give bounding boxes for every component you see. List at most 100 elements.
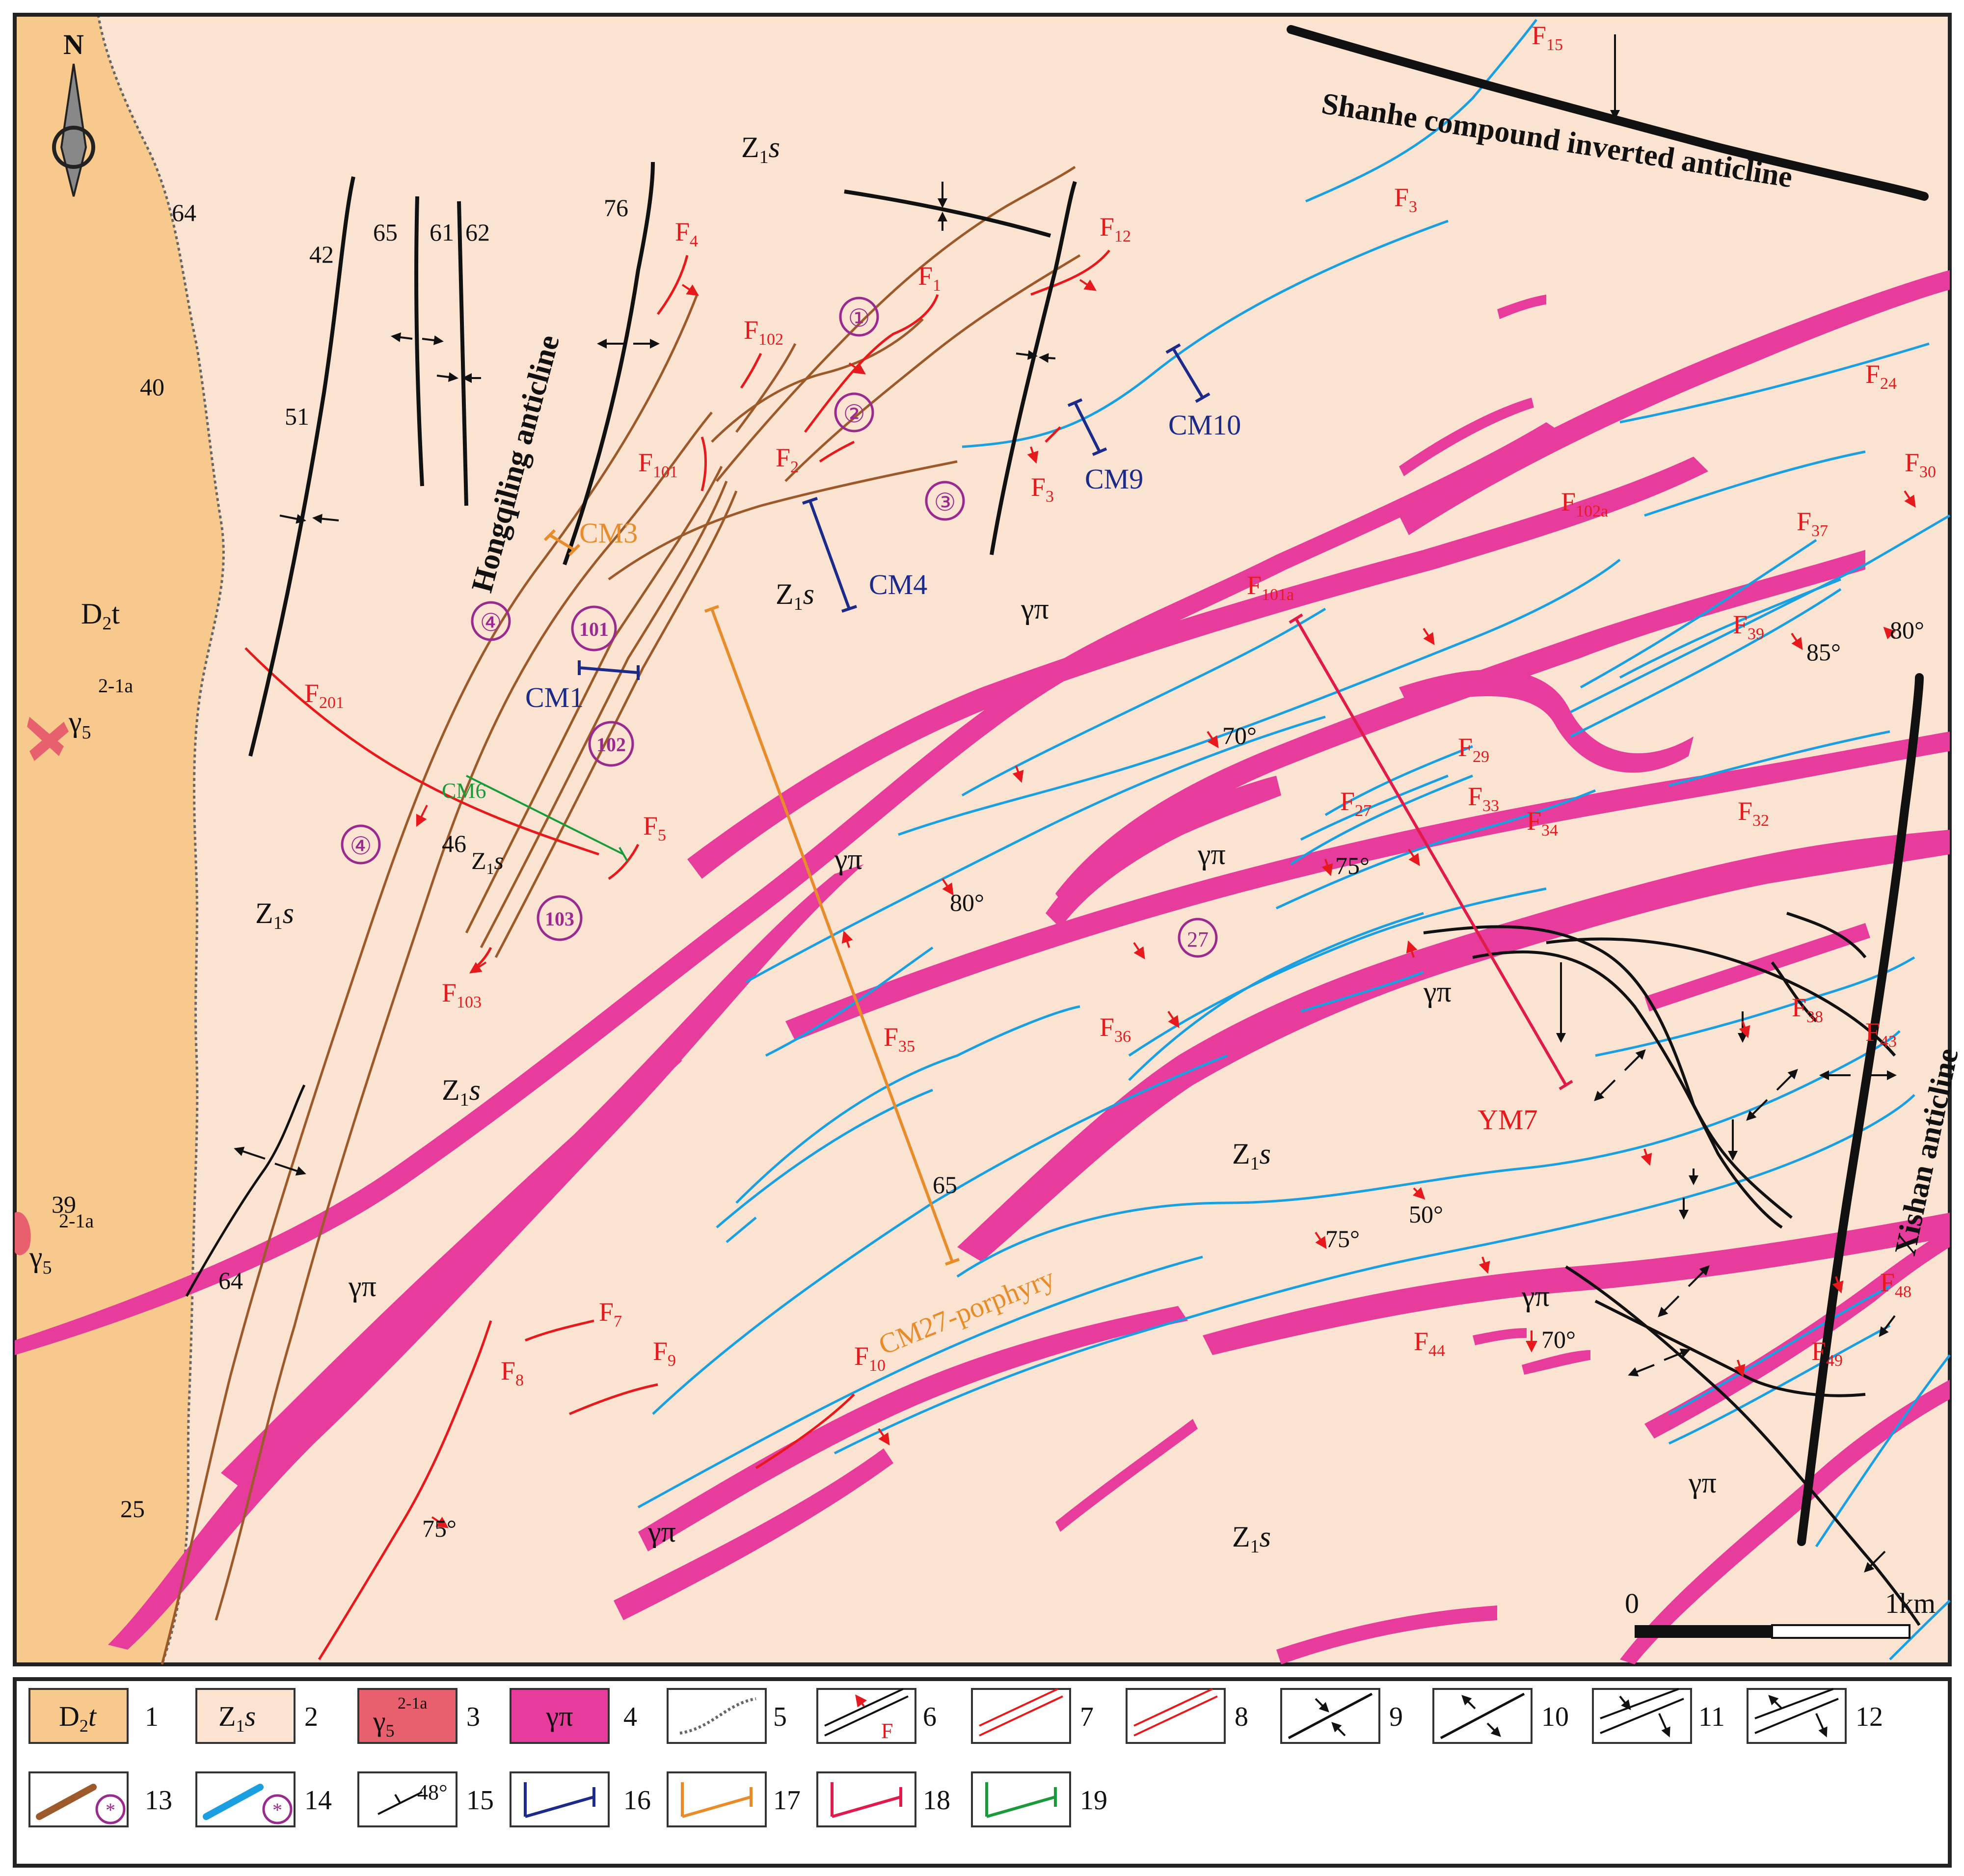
porphyry-dike bbox=[1497, 295, 1546, 319]
dip-arrow bbox=[1167, 1010, 1180, 1028]
svg-text:④: ④ bbox=[480, 609, 502, 636]
anticline-arrow bbox=[1776, 1069, 1798, 1091]
brittle-fault bbox=[1290, 774, 1473, 866]
brittle-fault bbox=[1570, 588, 1842, 738]
svg-text:2-1a: 2-1a bbox=[98, 675, 133, 697]
svg-text:6: 6 bbox=[923, 1702, 937, 1732]
gamma-pi-label: γπ bbox=[1521, 1280, 1550, 1312]
svg-text:2-1a: 2-1a bbox=[59, 1210, 94, 1232]
attitude-label: 39 bbox=[52, 1191, 76, 1218]
brittle-fault bbox=[1889, 1600, 1951, 1660]
unit-label-z1s: Z1s bbox=[776, 578, 814, 614]
attitude-label: 61 bbox=[430, 218, 454, 246]
svg-text:Z1s: Z1s bbox=[471, 847, 504, 877]
porphyry-dike bbox=[1473, 1328, 1527, 1345]
fold-axis bbox=[414, 196, 424, 487]
unconformity-boundary bbox=[97, 14, 225, 1665]
dip-arrow bbox=[1479, 1256, 1490, 1274]
scale-zero: 0 bbox=[1625, 1587, 1639, 1619]
dip-arrow bbox=[841, 930, 853, 948]
north-label: N bbox=[63, 28, 84, 60]
attitudes: 64 42 65 61 62 76 40 51 46 39 64 25 65 7… bbox=[52, 194, 1924, 1542]
gamma-pi-label: γπ bbox=[1021, 593, 1049, 625]
svg-text:7: 7 bbox=[1080, 1702, 1094, 1732]
dip-arrow bbox=[1832, 1276, 1844, 1294]
ductile-shear-zones bbox=[161, 165, 1081, 1665]
dip-arrow bbox=[1791, 632, 1803, 650]
svg-text:11: 11 bbox=[1698, 1702, 1725, 1732]
anticline-arrow bbox=[1628, 1364, 1655, 1377]
fold-axis bbox=[1546, 937, 1896, 1057]
profile-ym7 bbox=[1289, 613, 1573, 1090]
brittle-fault bbox=[1580, 539, 1817, 689]
profile-label-ym7: YM7 bbox=[1478, 1104, 1537, 1136]
scale-bar: 0 1km bbox=[1625, 1587, 1936, 1639]
dip-arrow bbox=[1027, 446, 1039, 464]
porphyry-dikes bbox=[15, 270, 1950, 1664]
svg-text:27: 27 bbox=[1187, 927, 1209, 952]
ductile-shear-line bbox=[215, 411, 713, 1621]
scale-bar-white bbox=[1771, 1624, 1910, 1639]
fault-label-f3: F3 bbox=[1394, 183, 1417, 216]
attitude-label: 65 bbox=[933, 1171, 957, 1198]
fault-label-f12: F12 bbox=[1100, 212, 1131, 245]
dip-arrow bbox=[878, 1428, 890, 1445]
svg-text:*: * bbox=[272, 1799, 282, 1821]
svg-text:Z1s: Z1s bbox=[776, 578, 814, 614]
circled-label: 27 bbox=[1178, 918, 1218, 958]
fold-axis bbox=[990, 181, 1077, 555]
profile-label-cm6: CM6 bbox=[442, 779, 486, 803]
xishan-anticline-axis bbox=[1797, 673, 1924, 1546]
d2t-unit-area bbox=[15, 15, 224, 1664]
brittle-fault bbox=[745, 715, 1326, 983]
dip-arrow bbox=[1408, 848, 1420, 866]
granite-body bbox=[27, 717, 69, 761]
fault-label-f7: F7 bbox=[599, 1297, 622, 1331]
porphyry-dike bbox=[1522, 1350, 1590, 1375]
porphyry-dike bbox=[1399, 670, 1694, 773]
ductile-shear-line bbox=[161, 294, 699, 1665]
dip-arrow bbox=[942, 878, 954, 896]
porphyry-dike bbox=[687, 457, 1708, 879]
ductile-shear-line bbox=[494, 490, 738, 958]
dip-angle-label: 70° bbox=[1222, 722, 1257, 749]
attitude-label: 65 bbox=[373, 218, 398, 246]
dip-arrows bbox=[416, 279, 1916, 1528]
porphyry-dike bbox=[785, 732, 1950, 1041]
brittle-fault bbox=[1300, 774, 1449, 841]
svg-text:1: 1 bbox=[145, 1702, 159, 1732]
attitude-label: 25 bbox=[120, 1495, 145, 1523]
svg-text:18: 18 bbox=[923, 1785, 950, 1816]
compass-ring-icon bbox=[52, 126, 95, 169]
svg-text:①: ① bbox=[848, 304, 870, 332]
dip-arrow bbox=[1734, 1359, 1746, 1377]
gamma-pi-label: γπ bbox=[647, 1516, 676, 1548]
svg-text:2: 2 bbox=[304, 1702, 318, 1732]
legend-item-9: 9 bbox=[1280, 1688, 1403, 1744]
attitude-label: 62 bbox=[465, 218, 490, 246]
circled-labels: ① ② ③ ④ ④ 101 102 103 27 bbox=[341, 297, 1218, 958]
profile-cm10 bbox=[1165, 343, 1211, 403]
fault-f3-segment bbox=[1045, 426, 1061, 443]
porphyry-dike bbox=[221, 1056, 682, 1488]
dip-arrow bbox=[1739, 1021, 1750, 1038]
unit-label-z1s: Z1s bbox=[442, 1074, 481, 1110]
legend-item-7: 7 bbox=[971, 1688, 1094, 1744]
attitude-label: 64 bbox=[218, 1267, 243, 1294]
brittle-fault bbox=[962, 219, 1449, 448]
svg-text:13: 13 bbox=[145, 1785, 172, 1816]
anticline-arrow bbox=[422, 335, 444, 345]
svg-text:48°: 48° bbox=[417, 1780, 448, 1804]
brittle-fault bbox=[1644, 450, 1866, 517]
anticline-arrow bbox=[1688, 1265, 1710, 1287]
legend-item-11: 11 bbox=[1592, 1688, 1725, 1744]
circled-label: ① bbox=[839, 297, 879, 337]
profile-cm6 bbox=[466, 775, 628, 862]
scale-one-km: 1km bbox=[1885, 1587, 1936, 1619]
anticline-arrow bbox=[1746, 1099, 1768, 1121]
svg-text:D2t: D2t bbox=[59, 1700, 97, 1736]
anticline-arrow bbox=[391, 332, 413, 342]
unit-label-d2t: D2t bbox=[81, 598, 120, 634]
svg-text:10: 10 bbox=[1541, 1702, 1569, 1732]
legend-item-19: 19 bbox=[971, 1771, 1107, 1827]
